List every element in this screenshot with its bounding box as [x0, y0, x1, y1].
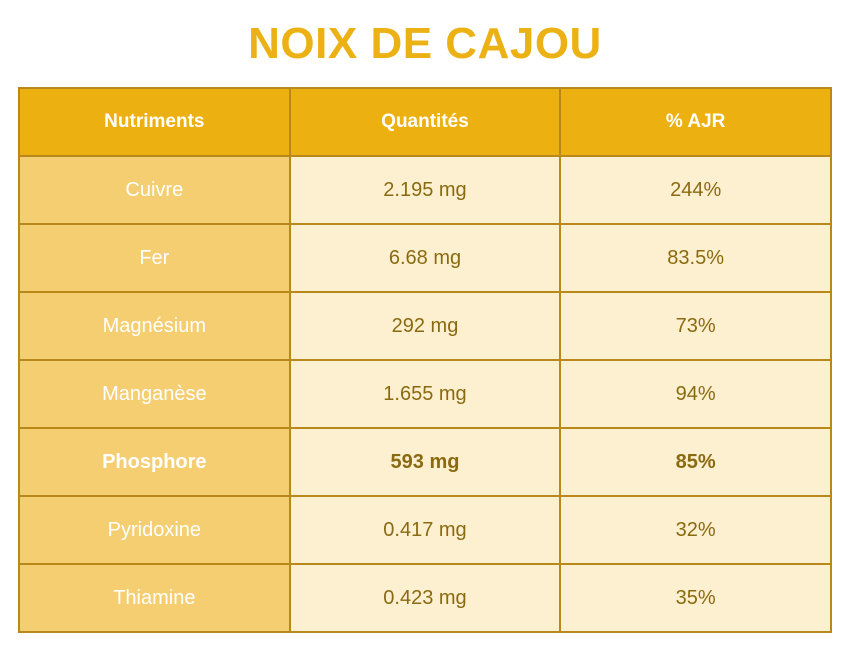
nutrient-ajr: 73%	[559, 291, 832, 361]
table-row: Phosphore 593 mg 85%	[18, 427, 832, 497]
nutrient-name: Magnésium	[18, 291, 291, 361]
nutrient-ajr: 83.5%	[559, 223, 832, 293]
header-quantites: Quantités	[288, 87, 562, 157]
table-row: Pyridoxine 0.417 mg 32%	[18, 495, 832, 565]
nutrient-ajr: 85%	[559, 427, 832, 497]
table-row: Fer 6.68 mg 83.5%	[18, 223, 832, 293]
table-row: Magnésium 292 mg 73%	[18, 291, 832, 361]
nutrient-quantity: 593 mg	[288, 427, 562, 497]
nutrient-name: Cuivre	[18, 155, 291, 225]
nutrient-ajr: 94%	[559, 359, 832, 429]
nutrient-quantity: 2.195 mg	[288, 155, 562, 225]
table-row: Cuivre 2.195 mg 244%	[18, 155, 832, 225]
nutrient-ajr: 32%	[559, 495, 832, 565]
nutrient-name: Thiamine	[18, 563, 291, 633]
header-ajr: % AJR	[559, 87, 832, 157]
nutrient-name: Fer	[18, 223, 291, 293]
nutrient-quantity: 6.68 mg	[288, 223, 562, 293]
table-row: Manganèse 1.655 mg 94%	[18, 359, 832, 429]
nutrient-name: Pyridoxine	[18, 495, 291, 565]
nutrition-table: Nutriments Quantités % AJR Cuivre 2.195 …	[18, 87, 832, 633]
nutrient-quantity: 292 mg	[288, 291, 562, 361]
nutrient-quantity: 0.417 mg	[288, 495, 562, 565]
nutrient-ajr: 244%	[559, 155, 832, 225]
nutrient-quantity: 0.423 mg	[288, 563, 562, 633]
table-row: Thiamine 0.423 mg 35%	[18, 563, 832, 633]
nutrient-ajr: 35%	[559, 563, 832, 633]
nutrient-name: Phosphore	[18, 427, 291, 497]
nutrient-quantity: 1.655 mg	[288, 359, 562, 429]
page-title: NOIX DE CAJOU	[248, 19, 602, 68]
table-header-row: Nutriments Quantités % AJR	[18, 87, 832, 157]
nutrient-name: Manganèse	[18, 359, 291, 429]
header-nutriments: Nutriments	[18, 87, 291, 157]
